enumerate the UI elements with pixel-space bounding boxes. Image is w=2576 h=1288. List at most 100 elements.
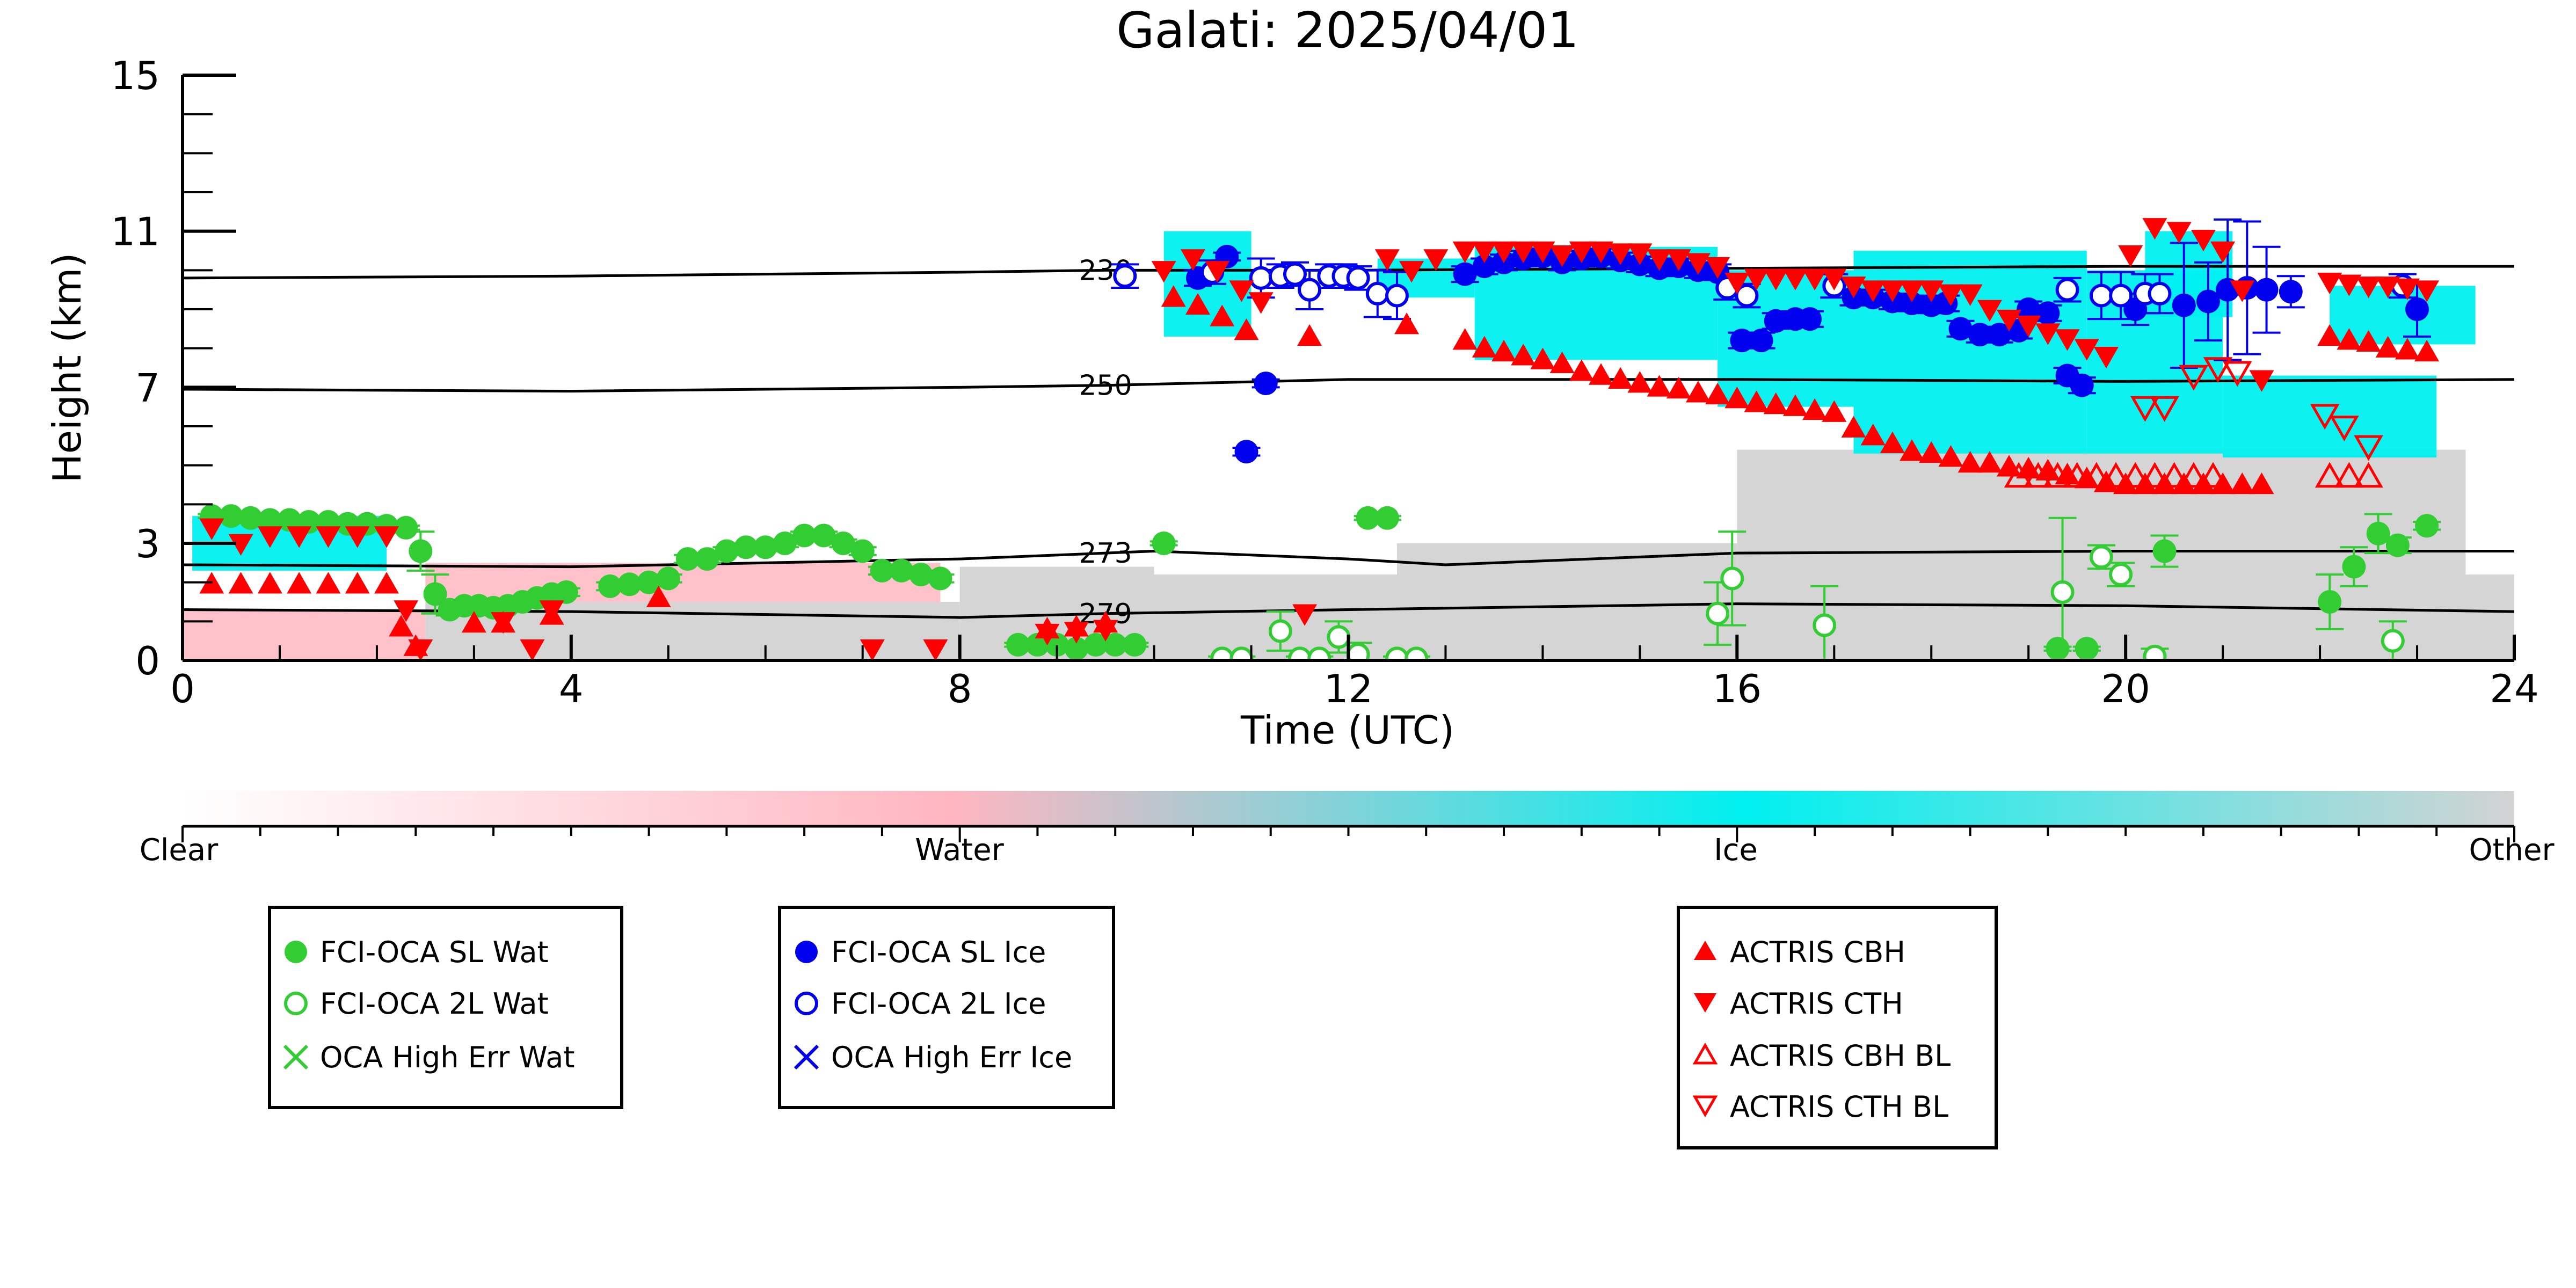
point-ACTRIS CBH (461, 610, 486, 633)
legend-entry-sl-ice: FCI-OCA SL Ice (795, 935, 1046, 969)
legend-water: FCI-OCA SL Wat FCI-OCA 2L Wat OCA High E… (268, 906, 623, 1109)
point-ACTRIS CTH (1530, 241, 1555, 263)
point-ACTRIS CBH (1919, 441, 1944, 463)
point-FCI-OCA SL Wat (617, 572, 642, 596)
point-ACTRIS CBH (1185, 293, 1211, 315)
y-tick-label: 11 (111, 209, 160, 254)
point-FCI-OCA 2L Ice (2055, 278, 2079, 302)
point-ACTRIS CBH (2249, 472, 2274, 494)
point-FCI-OCA SL Ice (2405, 297, 2429, 321)
legend-marker (284, 992, 308, 1015)
legend-marker (794, 1044, 819, 1070)
point-ACTRIS CTH (1977, 300, 2002, 322)
point-FCI-OCA SL Wat (870, 558, 894, 583)
point-ACTRIS CTH (2230, 280, 2255, 302)
isotherm-label-250: 250 (1079, 370, 1132, 402)
point-ACTRIS CBH (2414, 339, 2440, 362)
legend-label: FCI-OCA 2L Ice (831, 987, 1046, 1021)
point-FCI-OCA 2L Ice (2089, 283, 2113, 308)
point-ACTRIS CBH (2035, 459, 2061, 481)
point-FCI-OCA 2L Ice (2109, 283, 2133, 308)
point-FCI-OCA 2L Ice (1346, 266, 1370, 290)
point-ACTRIS CTH (1919, 280, 1944, 302)
y-ticks: 0 3 7 11 15 (111, 53, 236, 683)
point-ACTRIS CBH (1608, 367, 1633, 389)
point-ACTRIS CBH (1161, 285, 1186, 307)
point-FCI-OCA 2L Wat (1288, 646, 1312, 660)
point-ACTRIS CBH BL (2354, 462, 2383, 488)
point-FCI-OCA SL Wat (219, 504, 243, 528)
legend-entry-2l-ice: FCI-OCA 2L Ice (795, 987, 1046, 1021)
point-ACTRIS CBH (1822, 400, 1847, 422)
point-ACTRIS CTH (520, 639, 545, 660)
point-ACTRIS CBH BL (2023, 462, 2053, 488)
point-FCI-OCA SL Wat (278, 508, 302, 532)
point-ACTRIS CBH BL (2062, 462, 2092, 488)
point-ACTRIS CBH (1588, 363, 1613, 385)
point-ACTRIS CTH (1569, 241, 1594, 263)
legend-label: ACTRIS CBH BL (1730, 1039, 1951, 1073)
point-ACTRIS CTH (2317, 272, 2342, 295)
point-ACTRIS CTH (2191, 229, 2216, 252)
point-FCI-OCA SL Wat (715, 539, 739, 563)
point-ACTRIS CTH (1180, 249, 1205, 271)
point-FCI-OCA 2L Wat (2381, 629, 2405, 653)
point-ACTRIS CTH (1744, 268, 1769, 290)
point-ACTRIS CBH (1234, 318, 1259, 340)
point-FCI-OCA SL Ice (1453, 262, 1477, 286)
point-FCI-OCA SL Ice (1234, 440, 1258, 464)
legend-ice: FCI-OCA SL Ice FCI-OCA 2L Ice OCA High E… (778, 906, 1115, 1109)
point-ACTRIS CBH (1763, 392, 1788, 414)
legend-marker (283, 1044, 309, 1070)
legend-box (778, 906, 1115, 1109)
point-ACTRIS CTH (2395, 278, 2420, 301)
point-ACTRIS CBH (1744, 390, 1769, 412)
legend-marker (1692, 1095, 1718, 1118)
point-ACTRIS CBH (1782, 394, 1808, 416)
point-FCI-OCA 2L Wat (2050, 580, 2075, 604)
point-FCI-OCA SL Wat (1064, 637, 1088, 660)
point-ACTRIS CTH (1491, 241, 1517, 263)
point-FCI-OCA 2L Wat (1385, 646, 1409, 660)
point-ACTRIS CBH (1647, 375, 1672, 397)
point-ACTRIS CBH (1977, 451, 2002, 473)
point-ACTRIS CTH (491, 612, 516, 634)
point-ACTRIS CTH (2414, 280, 2440, 302)
point-FCI-OCA 2L Wat (2143, 644, 2167, 660)
point-ACTRIS CBH (1685, 381, 1711, 403)
point-ACTRIS CBH (374, 572, 399, 594)
point-ACTRIS CTH (2249, 370, 2274, 392)
point-ACTRIS CBH (1802, 398, 1828, 420)
point-ACTRIS CTH (1782, 268, 1808, 290)
point-FCI-OCA SL Wat (2046, 637, 2070, 660)
legend-label: OCA High Err Ice (831, 1040, 1072, 1074)
point-ACTRIS CBH BL (2120, 462, 2150, 488)
colorbar-gradient (183, 791, 2514, 826)
point-ACTRIS CTH (1900, 280, 1925, 302)
legend-entry-higherr-wat: OCA High Err Wat (283, 1040, 575, 1074)
point-ACTRIS CTH (1511, 241, 1536, 263)
point-ACTRIS CBH BL (2004, 462, 2034, 488)
legend-label: OCA High Err Wat (320, 1040, 575, 1074)
legend-marker (285, 941, 307, 963)
point-ACTRIS CBH (1724, 387, 1750, 409)
point-ACTRIS CBH (1705, 382, 1730, 405)
point-FCI-OCA SL Wat (753, 535, 777, 559)
point-ACTRIS CTH (1608, 243, 1633, 265)
y-tick-label: 3 (135, 521, 160, 566)
isotherm-lines: 230250273279 (183, 254, 2514, 630)
x-tick-label: 12 (1324, 666, 1373, 711)
point-ACTRIS CTH (2055, 329, 2080, 351)
point-FCI-OCA SL Wat (773, 532, 797, 555)
point-ACTRIS CTH (1399, 261, 1424, 283)
colorbar-label-ice: Ice (1714, 833, 1758, 868)
point-FCI-OCA SL Wat (1025, 632, 1050, 657)
point-ACTRIS CBH (1511, 344, 1536, 366)
point-FCI-OCA SL Wat (637, 570, 661, 594)
point-ACTRIS CBH (2356, 330, 2381, 352)
x-tick-label: 8 (948, 666, 972, 711)
point-ACTRIS CTH (257, 526, 282, 548)
point-FCI-OCA SL Wat (831, 532, 855, 555)
y-tick-label: 0 (135, 638, 160, 683)
point-ACTRIS CTH BL (2179, 365, 2209, 391)
